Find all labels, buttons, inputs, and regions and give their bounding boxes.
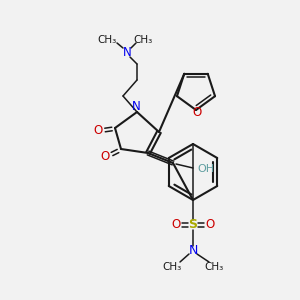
Text: CH₃: CH₃ — [98, 35, 117, 45]
Text: O: O — [206, 218, 214, 232]
Text: OH: OH — [197, 164, 214, 174]
Text: O: O — [171, 218, 181, 232]
Text: O: O — [100, 151, 109, 164]
Text: O: O — [93, 124, 103, 136]
Text: S: S — [188, 218, 197, 232]
Text: CH₃: CH₃ — [134, 35, 153, 45]
Text: CH₃: CH₃ — [204, 262, 224, 272]
Text: CH₃: CH₃ — [162, 262, 182, 272]
Text: N: N — [132, 100, 140, 112]
Text: N: N — [188, 244, 198, 256]
Text: N: N — [123, 46, 131, 59]
Text: O: O — [192, 106, 202, 119]
